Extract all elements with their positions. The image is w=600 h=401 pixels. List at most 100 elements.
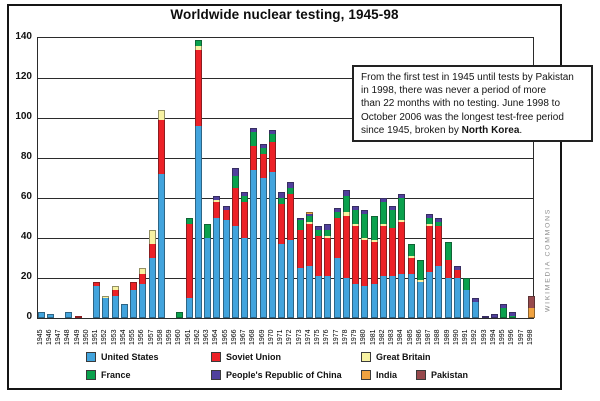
bar-1975-france	[315, 230, 322, 236]
bar-1973-people-s-republic-of-china	[296, 218, 304, 220]
bar-1964-united-states	[213, 218, 221, 318]
bar-1994-people-s-republic-of-china	[490, 314, 498, 318]
gridline-120	[38, 78, 533, 79]
bar-1966-soviet-union	[231, 188, 239, 226]
bar-1967	[241, 192, 248, 318]
caption-line: in 1998, there was never a period of mor…	[361, 85, 547, 97]
legend-label: Pakistan	[431, 370, 469, 380]
bar-1948-united-states	[65, 312, 73, 318]
bar-1980-soviet-union	[361, 240, 369, 286]
y-tick-label-120: 120	[15, 71, 32, 82]
bar-1953	[111, 286, 119, 318]
bar-1968	[250, 128, 258, 318]
bar-1996	[509, 312, 517, 318]
x-tick-label-1984: 1984	[396, 329, 405, 345]
bar-1968-united-states	[250, 170, 258, 318]
x-tick-label-1945: 1945	[35, 329, 44, 345]
gridline-40	[38, 238, 533, 239]
bar-1990	[453, 266, 461, 318]
x-tick-label-1968: 1968	[248, 329, 257, 345]
bar-1974-soviet-union	[305, 224, 313, 266]
y-tick-label-0: 0	[26, 311, 32, 322]
bar-1975-soviet-union	[315, 236, 322, 276]
bar-1977-people-s-republic-of-china	[333, 208, 341, 212]
x-tick-label-1998: 1998	[526, 329, 534, 345]
legend-item-soviet-union: Soviet Union	[211, 351, 281, 363]
x-tick-label-1954: 1954	[119, 329, 127, 345]
bar-1974-united-states	[305, 266, 313, 318]
bar-1992-united-states	[472, 302, 480, 318]
bar-1991-united-states	[463, 290, 470, 318]
gridline-80	[38, 158, 533, 159]
legend-label: Great Britain	[376, 352, 431, 362]
bar-1982	[379, 198, 387, 318]
bar-1986	[416, 260, 424, 318]
bar-1980-france	[361, 214, 369, 238]
x-tick-label-1990: 1990	[452, 329, 460, 345]
bar-1953-soviet-union	[111, 290, 119, 296]
x-tick-label-1977: 1977	[331, 329, 340, 345]
y-tick-label-20: 20	[20, 271, 32, 282]
bar-1984	[398, 194, 406, 318]
caption-line: than 22 months with no testing. June 199…	[361, 98, 561, 110]
bar-1977-united-states	[333, 258, 341, 318]
bar-1996-people-s-republic-of-china	[509, 312, 517, 316]
bar-1980-people-s-republic-of-china	[361, 210, 369, 214]
wikimedia-commons-watermark: WIKIMEDIA COMMONS	[544, 207, 552, 312]
x-tick-label-1979: 1979	[350, 329, 358, 345]
bar-1969-soviet-union	[259, 154, 267, 178]
x-tick-label-1993: 1993	[479, 329, 488, 345]
bar-1966-france	[231, 176, 239, 188]
bar-1976-france	[324, 230, 332, 236]
bar-1993-people-s-republic-of-china	[481, 316, 489, 318]
bar-1983	[389, 206, 396, 318]
x-tick-label-1978: 1978	[341, 329, 349, 345]
bar-1970-people-s-republic-of-china	[268, 130, 276, 134]
x-tick-label-1988: 1988	[433, 329, 442, 345]
x-tick-label-1985: 1985	[405, 329, 414, 345]
x-tick-label-1967: 1967	[239, 329, 247, 345]
bar-1976-people-s-republic-of-china	[324, 224, 332, 230]
bar-1979-france	[352, 210, 359, 224]
bar-1972-france	[287, 188, 295, 194]
bar-1961-soviet-union	[185, 224, 193, 298]
bar-1992	[472, 298, 480, 318]
bar-1984-united-states	[398, 274, 406, 318]
bar-1969-people-s-republic-of-china	[259, 144, 267, 148]
bar-1973-france	[296, 220, 304, 230]
legend-item-france: France	[86, 369, 131, 381]
bar-1983-united-states	[389, 276, 396, 318]
bar-1985	[407, 244, 415, 318]
gridline-60	[38, 198, 533, 199]
bar-1968-france	[250, 132, 258, 146]
x-tick-label-1946: 1946	[45, 329, 53, 345]
bar-1957-soviet-union	[148, 244, 156, 258]
bar-1951-soviet-union	[93, 282, 100, 286]
bar-1983-soviet-union	[389, 228, 396, 276]
bar-1964-great-britain	[213, 200, 221, 202]
bar-1966	[231, 168, 239, 318]
x-tick-label-1971: 1971	[276, 329, 284, 345]
x-tick-label-1965: 1965	[220, 329, 229, 345]
bar-1981-united-states	[370, 284, 378, 318]
bar-1972-soviet-union	[287, 194, 295, 240]
bar-1956-soviet-union	[139, 274, 147, 284]
bar-1979-great-britain	[352, 224, 359, 226]
bar-1985-france	[407, 244, 415, 256]
bar-1988	[435, 218, 443, 318]
y-tick-label-80: 80	[20, 151, 32, 162]
legend-label: People's Republic of China	[226, 370, 342, 380]
x-tick-label-1962: 1962	[193, 329, 201, 345]
bar-1963	[204, 224, 211, 318]
caption-last-prefix: since 1945, broken by	[361, 124, 462, 136]
bar-1974	[305, 212, 313, 318]
bar-1951	[93, 282, 100, 318]
bar-1987	[426, 214, 433, 318]
bar-1965-people-s-republic-of-china	[222, 206, 230, 210]
bar-1979-people-s-republic-of-china	[352, 206, 359, 210]
gridline-100	[38, 118, 533, 119]
bar-1977-france	[333, 212, 341, 218]
x-tick-label-1952: 1952	[100, 329, 109, 345]
bar-1967-soviet-union	[241, 202, 248, 238]
bar-1952	[102, 296, 110, 318]
